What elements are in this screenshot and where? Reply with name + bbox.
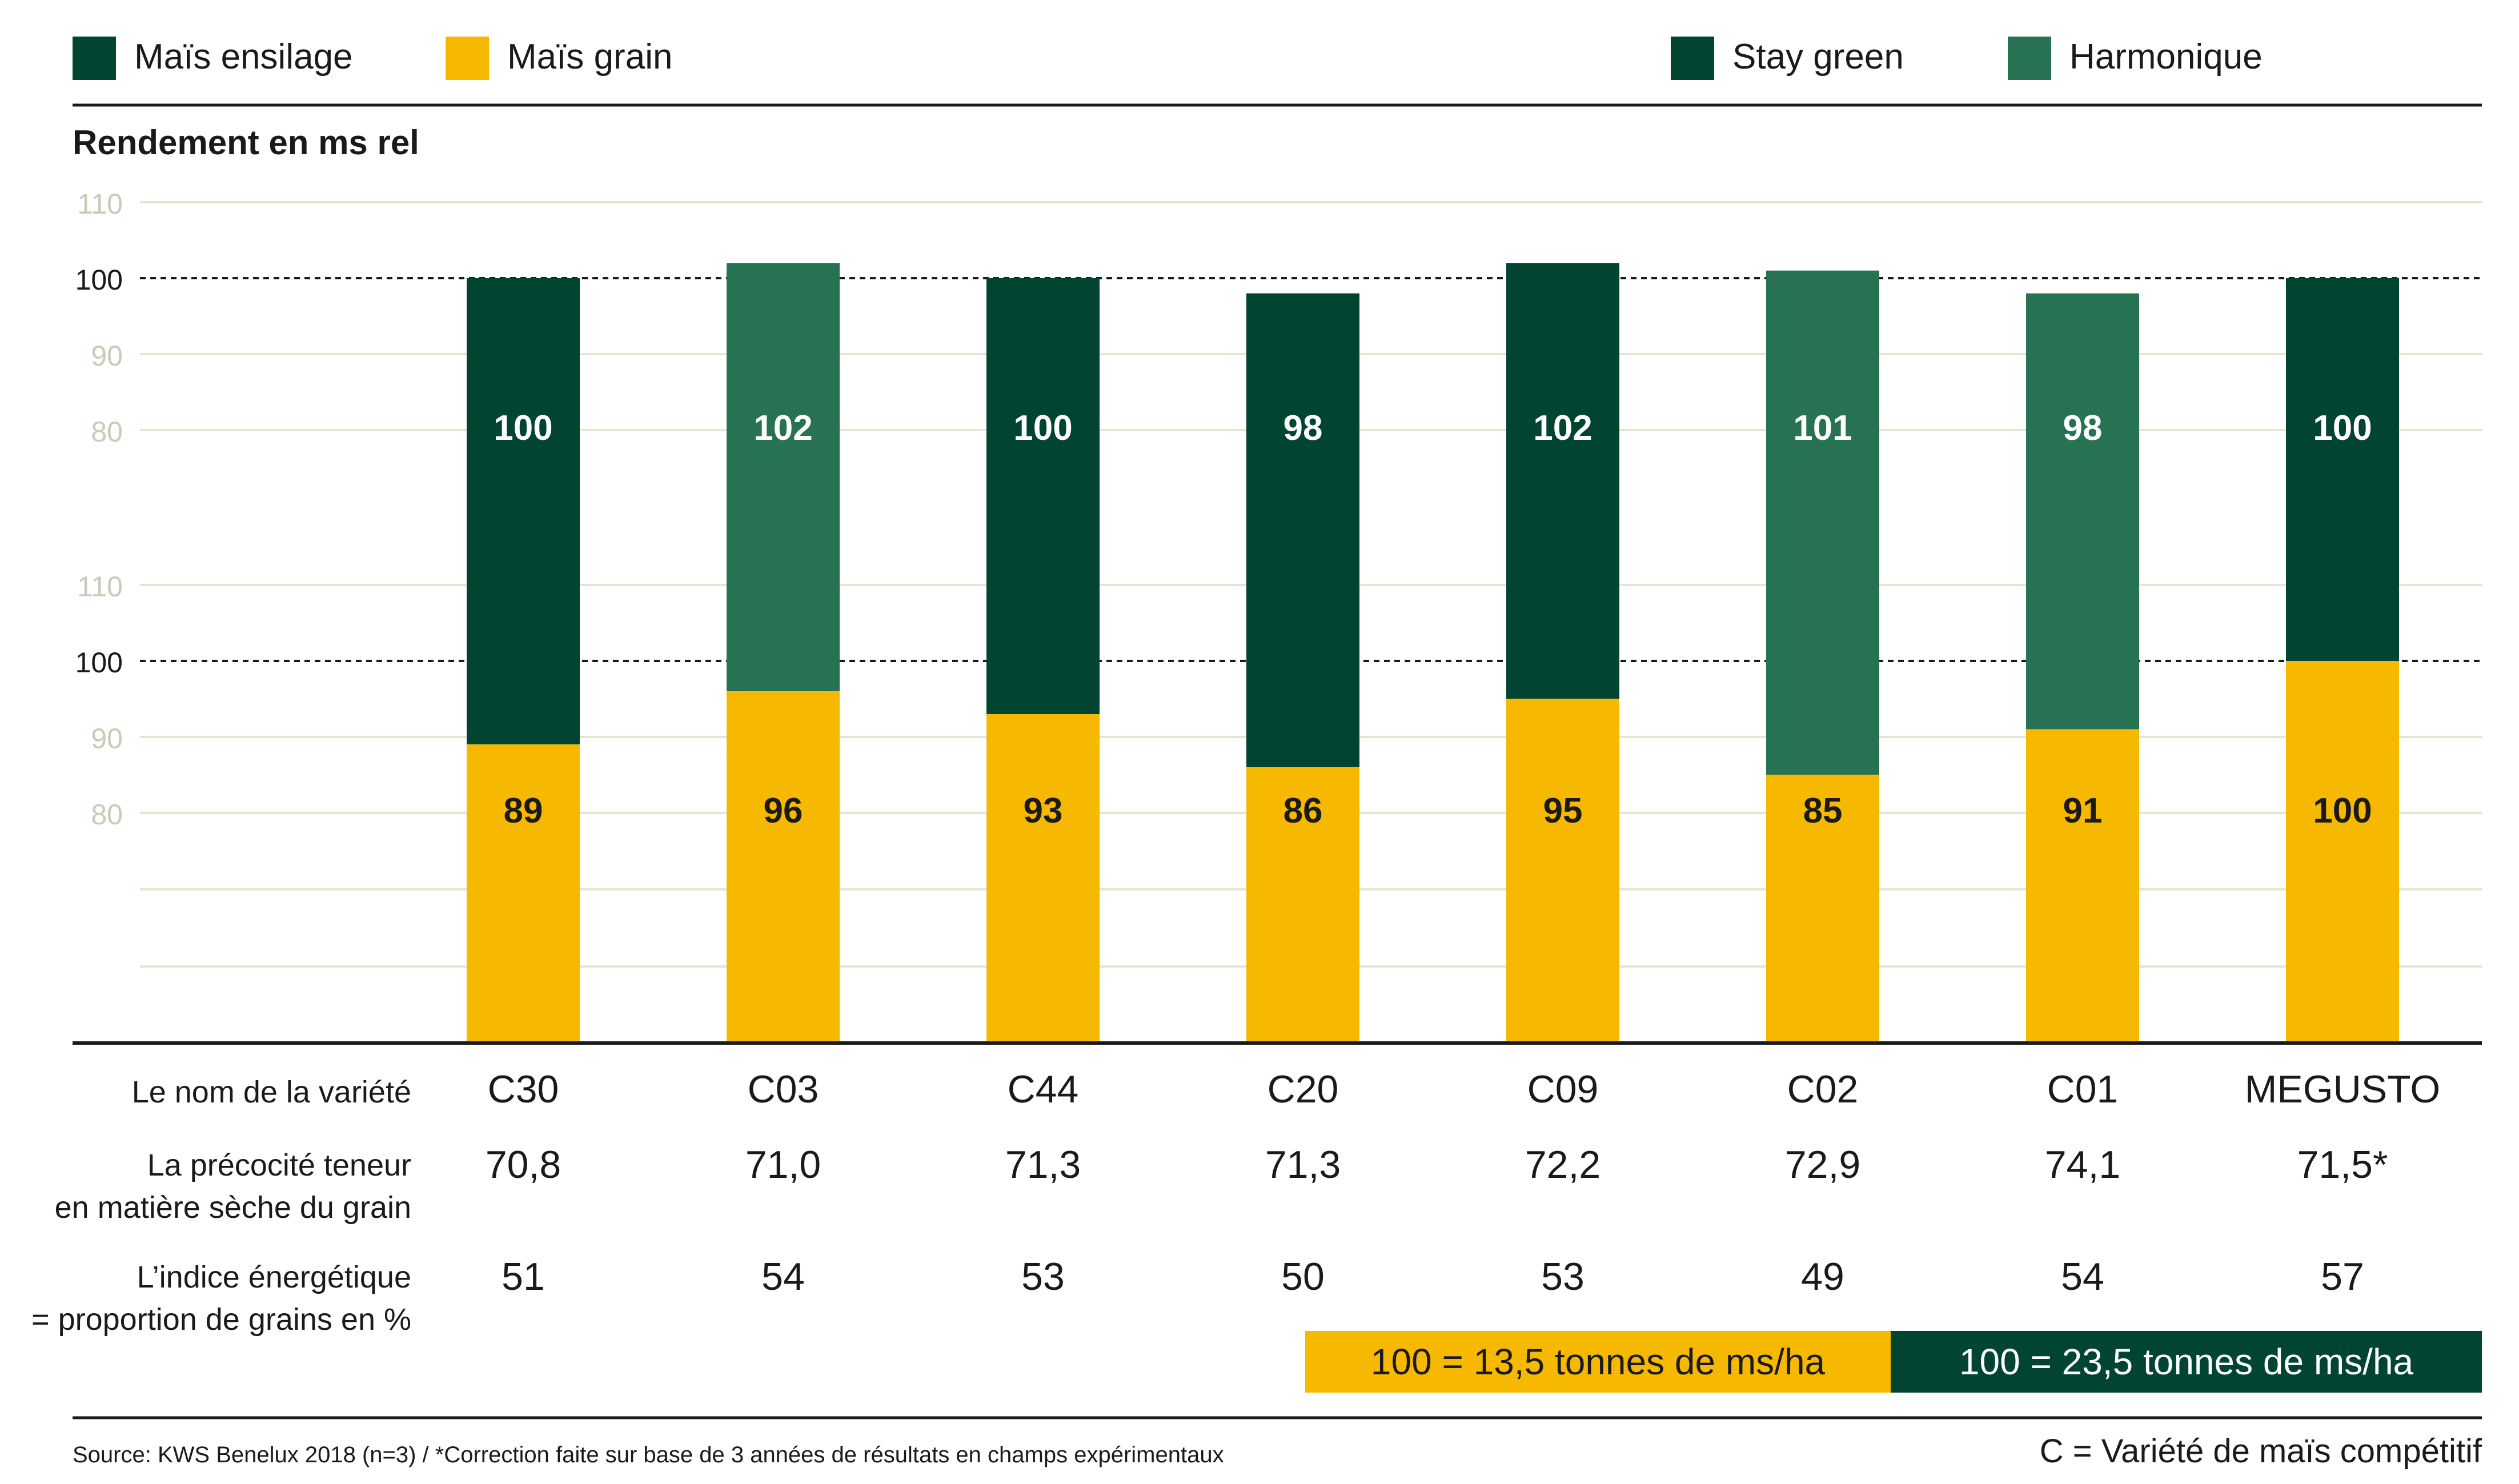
data-label-grain: 100 (2313, 791, 2372, 831)
data-label-silage: 98 (2063, 408, 2103, 448)
table-cell: 50 (1281, 1255, 1325, 1298)
table-cell: 51 (502, 1255, 545, 1298)
tick-label: 110 (77, 571, 123, 603)
data-label-silage: 100 (2313, 408, 2372, 448)
table-cell: 71,0 (745, 1143, 821, 1186)
bar-grain (1766, 775, 1879, 1043)
table-row-label: Le nom de la variété (132, 1075, 411, 1109)
bar-silage (467, 278, 580, 745)
data-label-silage: 102 (753, 408, 812, 448)
data-label-grain: 95 (1543, 791, 1583, 831)
table-cell: 71,3 (1265, 1143, 1341, 1186)
bar-grain (1506, 699, 1619, 1043)
data-label-silage: 100 (1013, 408, 1072, 448)
reference-box-text: 100 = 13,5 tonnes de ms/ha (1371, 1341, 1826, 1382)
table-cell: 72,2 (1525, 1143, 1601, 1186)
table-cell: 53 (1541, 1255, 1585, 1298)
legend-swatch (2008, 37, 2051, 80)
table-cell: 54 (2061, 1255, 2104, 1298)
table-cell: 74,1 (2045, 1143, 2120, 1186)
legend-label: Maïs grain (507, 37, 672, 77)
footer-source: Source: KWS Benelux 2018 (n=3) / *Correc… (73, 1442, 1224, 1467)
table-cell: C30 (488, 1068, 559, 1111)
tick-label: 110 (77, 188, 123, 220)
tick-label: 90 (91, 723, 123, 755)
chart-title: Rendement en ms rel (73, 123, 419, 162)
bar-silage (1246, 293, 1359, 768)
table-cell: C09 (1527, 1068, 1599, 1111)
tick-label: 100 (75, 647, 123, 679)
bar-grain (727, 691, 840, 1043)
data-label-grain: 91 (2063, 791, 2103, 831)
data-label-grain: 89 (504, 791, 543, 831)
table-cell: 49 (1801, 1255, 1844, 1298)
data-label-grain: 86 (1283, 791, 1323, 831)
bar-silage (986, 278, 1100, 715)
bar-silage (1506, 263, 1619, 699)
legend-swatch (73, 37, 116, 80)
table-row-label: La précocité teneur (147, 1148, 411, 1182)
table-cell: 54 (761, 1255, 805, 1298)
bar-grain (2026, 729, 2139, 1043)
tick-label: 90 (91, 340, 123, 372)
legend-swatch (1671, 37, 1714, 80)
bar-grain (986, 714, 1100, 1043)
bar-silage (2026, 293, 2139, 729)
table-cell: C44 (1008, 1068, 1079, 1111)
bar-silage (727, 263, 840, 692)
tick-label: 100 (75, 264, 123, 296)
bar-silage (1766, 270, 1879, 775)
table-row-label: L’indice énergétique (137, 1260, 411, 1294)
reference-box (1305, 1331, 1891, 1393)
legend-swatch (446, 37, 489, 80)
table-row-label: en matière sèche du grain (55, 1190, 411, 1225)
table-cell: 57 (2321, 1255, 2364, 1298)
data-label-grain: 85 (1803, 791, 1843, 831)
table-cell: 53 (1021, 1255, 1065, 1298)
table-cell: 71,3 (1005, 1143, 1081, 1186)
footer-note: C = Variété de maïs compétitif (2040, 1433, 2482, 1470)
data-label-silage: 101 (1793, 408, 1852, 448)
data-label-silage: 100 (494, 408, 552, 448)
bar-silage (2286, 278, 2399, 661)
reference-box-text: 100 = 23,5 tonnes de ms/ha (1959, 1341, 2414, 1382)
bar-grain (467, 744, 580, 1043)
reference-box (1891, 1331, 2482, 1393)
table-cell: 70,8 (486, 1143, 561, 1186)
tick-label: 80 (91, 416, 123, 448)
legend-label: Maïs ensilage (134, 37, 353, 77)
table-cell: MEGUSTO (2245, 1068, 2441, 1111)
bar-grain (2286, 661, 2399, 1043)
table-cell: C20 (1267, 1068, 1339, 1111)
bar-grain (1246, 767, 1359, 1043)
table-cell: 72,9 (1785, 1143, 1860, 1186)
legend-label: Stay green (1732, 37, 1904, 77)
table-row-label: = proportion de grains en % (31, 1302, 411, 1337)
table-cell: C02 (1787, 1068, 1859, 1111)
tick-label: 80 (91, 799, 123, 831)
data-label-silage: 98 (1283, 408, 1323, 448)
table-cell: C01 (2047, 1068, 2119, 1111)
data-label-silage: 102 (1533, 408, 1592, 448)
table-cell: C03 (748, 1068, 819, 1111)
table-cell: 71,5* (2297, 1143, 2388, 1186)
legend-label: Harmonique (2069, 37, 2263, 77)
data-label-grain: 93 (1024, 791, 1063, 831)
data-label-grain: 96 (764, 791, 803, 831)
